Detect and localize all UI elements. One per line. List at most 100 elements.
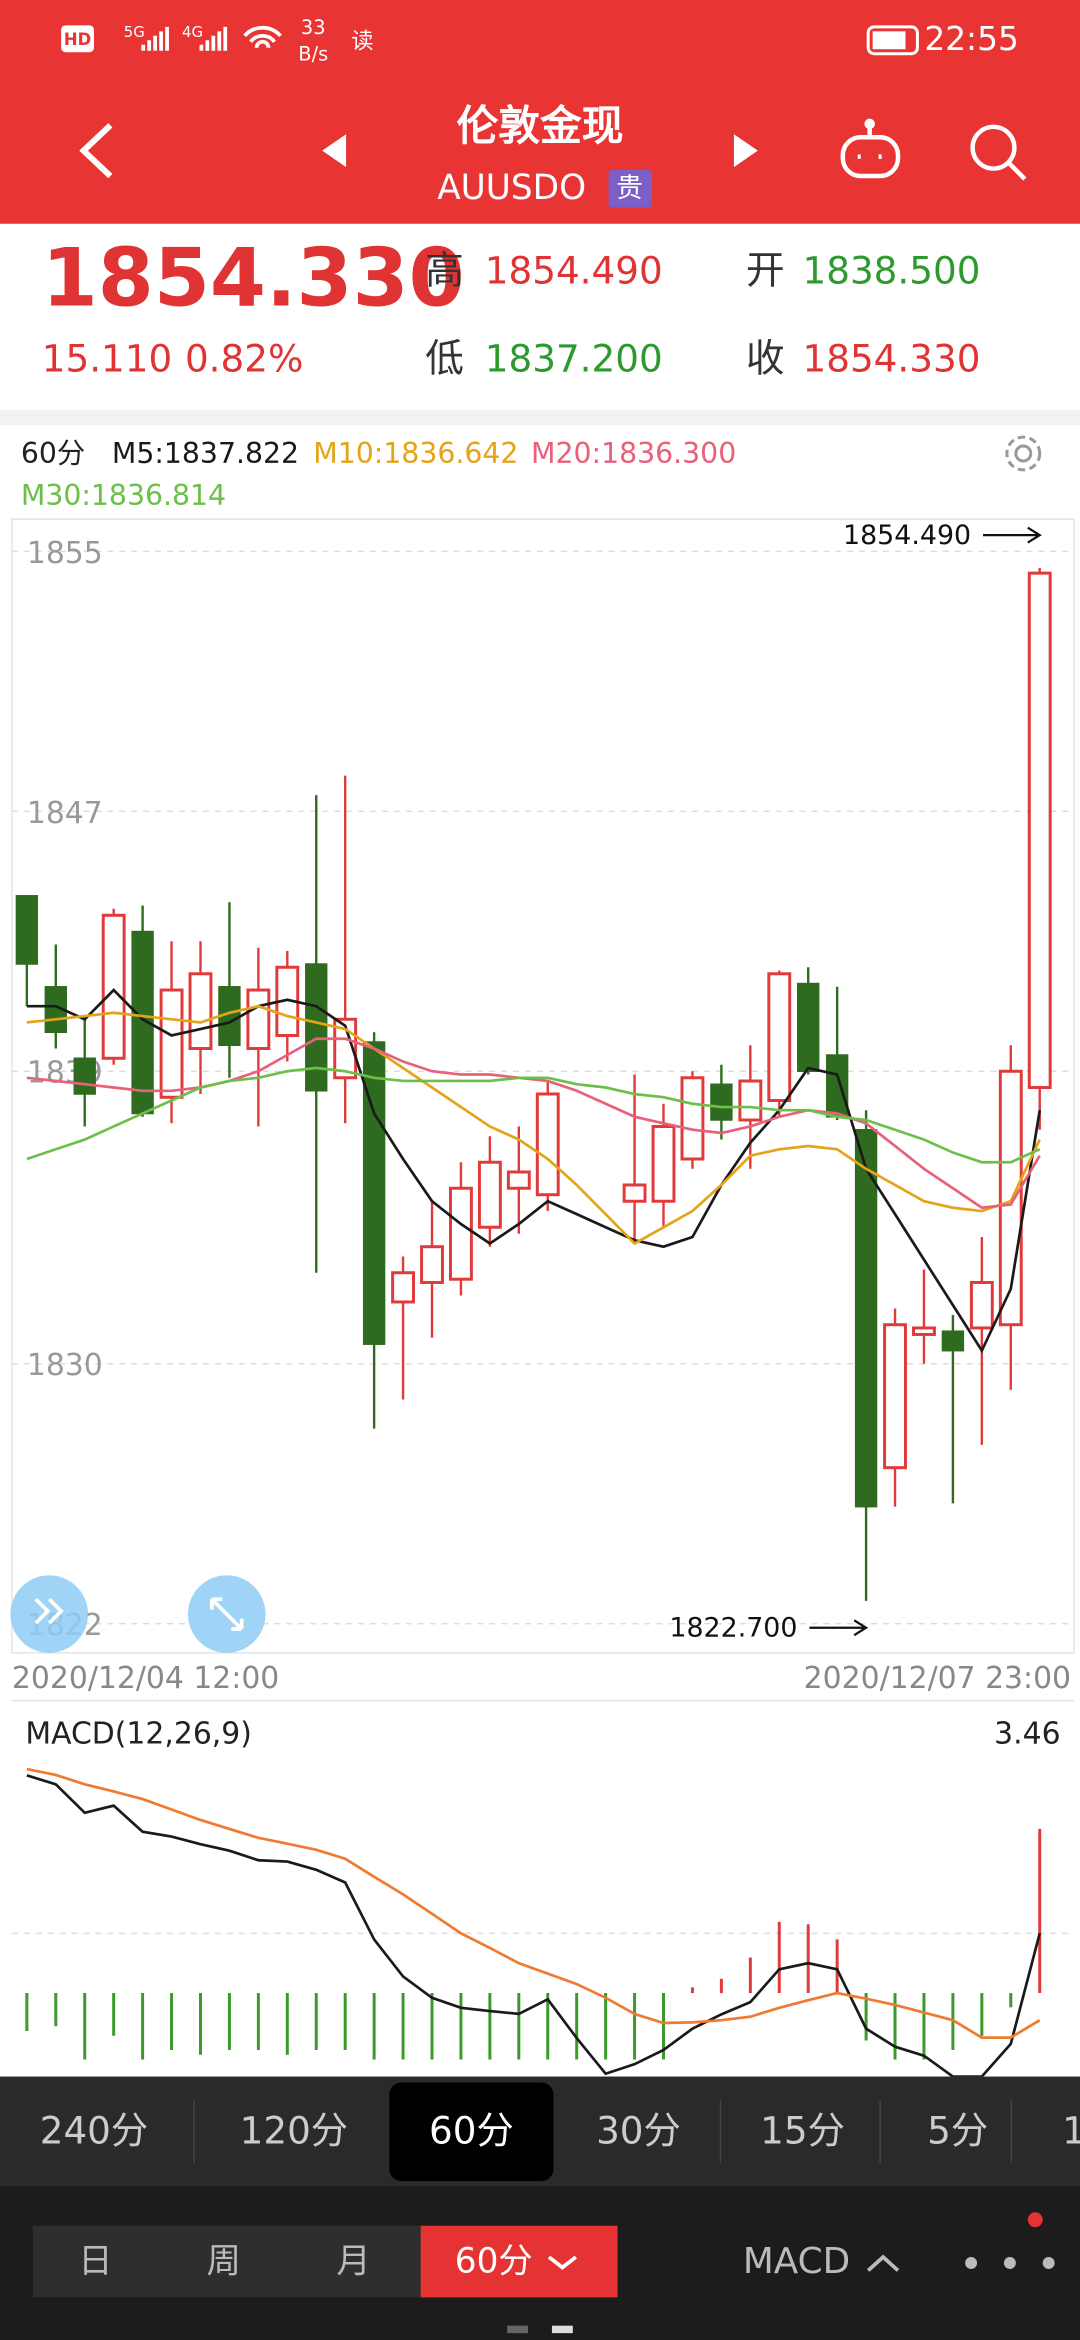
period: 60分 bbox=[21, 437, 85, 470]
open-label: 开 bbox=[746, 248, 785, 293]
legend-entry: M10:1836.642 bbox=[313, 437, 518, 470]
next-button[interactable] bbox=[733, 134, 758, 168]
active-tab-bg bbox=[389, 2082, 554, 2181]
indicator-button[interactable]: MACD bbox=[743, 2241, 850, 2282]
battery-level bbox=[872, 31, 906, 50]
separator bbox=[0, 410, 1080, 426]
period-tab[interactable]: 120分 bbox=[240, 2109, 348, 2153]
candle-body bbox=[969, 1280, 994, 1330]
period-tab[interactable]: 1分 bbox=[1062, 2109, 1080, 2153]
candle-body bbox=[912, 1326, 936, 1336]
ma-line bbox=[26, 1066, 1041, 1164]
candle-body bbox=[305, 963, 328, 1092]
annotation: 1854.490 bbox=[843, 520, 971, 551]
net-speed-unit: B/s bbox=[298, 43, 328, 66]
float-button[interactable] bbox=[10, 1575, 89, 1653]
nav-indicator bbox=[507, 2325, 529, 2334]
signal-icon bbox=[199, 26, 228, 51]
chart-frame bbox=[11, 518, 1075, 1654]
expand-icon bbox=[209, 1597, 244, 1631]
week-tab[interactable]: 周 bbox=[207, 2242, 241, 2282]
candle-body bbox=[680, 1076, 705, 1161]
title: 伦敦金现 bbox=[457, 101, 624, 150]
candle-body bbox=[825, 1054, 849, 1118]
candle-body bbox=[883, 1323, 907, 1470]
dropdown-icon bbox=[547, 2255, 577, 2270]
period-tabs: 240分 120分 60分 30分 15分 5分 1分 bbox=[40, 2082, 1080, 2181]
robot-button[interactable] bbox=[840, 118, 901, 179]
period-dropdown[interactable] bbox=[420, 2225, 618, 2298]
macd-title: MACD(12,26,9) bbox=[25, 1716, 252, 1751]
wifi-icon bbox=[243, 25, 282, 49]
badge-bg bbox=[608, 170, 652, 208]
period-tab[interactable]: 60分 bbox=[429, 2109, 514, 2153]
signal-2: 4G bbox=[182, 23, 203, 41]
change-pct: 0.82% bbox=[185, 337, 303, 381]
candle-body bbox=[1027, 571, 1052, 1089]
candle-body bbox=[941, 1330, 965, 1352]
price: 1854.330 bbox=[42, 230, 465, 324]
candle-body bbox=[477, 1160, 502, 1229]
annotation-arrow bbox=[809, 1619, 869, 1637]
candle-body bbox=[420, 1245, 444, 1284]
legend-entry: M20:1836.300 bbox=[531, 437, 736, 470]
net-speed: 33 bbox=[301, 16, 326, 39]
candle-body bbox=[797, 982, 820, 1073]
code: AUUSDO bbox=[437, 168, 586, 208]
back-button[interactable] bbox=[79, 123, 113, 179]
low-label: 低 bbox=[425, 337, 464, 382]
settings-button[interactable] bbox=[1005, 435, 1042, 472]
y-tick-label: 1830 bbox=[27, 1348, 103, 1383]
ma-line bbox=[26, 1037, 1041, 1210]
more-button[interactable] bbox=[965, 2257, 1055, 2269]
macd-plot bbox=[25, 1767, 1042, 2077]
candle-body bbox=[710, 1083, 733, 1121]
legend-entry: M30:1836.814 bbox=[21, 479, 226, 512]
annotation-arrow bbox=[983, 526, 1042, 544]
candle-body bbox=[391, 1271, 415, 1304]
candle-body bbox=[738, 1079, 763, 1122]
signal-icon bbox=[141, 26, 169, 51]
candle-body bbox=[854, 1129, 878, 1508]
prev-button[interactable] bbox=[322, 134, 347, 168]
candle-body bbox=[535, 1092, 560, 1197]
ma-line bbox=[26, 988, 1042, 1354]
annotation: 1822.700 bbox=[669, 1613, 797, 1644]
candle-body bbox=[246, 988, 271, 1051]
change: 15.110 bbox=[42, 337, 172, 381]
day-tab[interactable]: 日 bbox=[78, 2242, 112, 2282]
macd-line bbox=[26, 1774, 1042, 2077]
app-icon: 读 bbox=[351, 28, 373, 54]
y-tick-label: 1855 bbox=[27, 536, 103, 571]
high-label: 高 bbox=[425, 248, 464, 293]
candle-body bbox=[159, 988, 184, 1099]
search-button[interactable] bbox=[970, 124, 1027, 181]
signal-1: 5G bbox=[124, 23, 145, 41]
battery bbox=[866, 25, 919, 56]
network: HD bbox=[64, 30, 91, 49]
candle-body bbox=[362, 1041, 386, 1345]
candle-body bbox=[73, 1057, 96, 1095]
open: 1838.500 bbox=[803, 248, 981, 292]
x-start-label: 2020/12/04 12:00 bbox=[12, 1661, 279, 1696]
period-dropdown-label: 60分 bbox=[455, 2242, 533, 2282]
period-tab[interactable]: 30分 bbox=[596, 2109, 681, 2153]
indicator-icon bbox=[866, 2254, 900, 2272]
float-icon bbox=[34, 1597, 64, 1625]
period-tab[interactable]: 5分 bbox=[927, 2109, 988, 2153]
y-tick-label: 1847 bbox=[27, 796, 103, 831]
candle-body bbox=[188, 972, 213, 1051]
candle-body bbox=[651, 1125, 676, 1203]
period-tab[interactable]: 15分 bbox=[760, 2109, 845, 2153]
x-end-label: 2020/12/07 23:00 bbox=[804, 1661, 1071, 1696]
ma-line bbox=[26, 1004, 1041, 1246]
candle-body bbox=[622, 1183, 647, 1203]
period-tab[interactable]: 240分 bbox=[40, 2109, 148, 2153]
month-tab[interactable]: 月 bbox=[336, 2242, 370, 2282]
low: 1837.200 bbox=[485, 337, 663, 381]
candle-body bbox=[449, 1186, 473, 1281]
candle-body bbox=[101, 913, 126, 1060]
close: 1854.330 bbox=[803, 337, 981, 381]
